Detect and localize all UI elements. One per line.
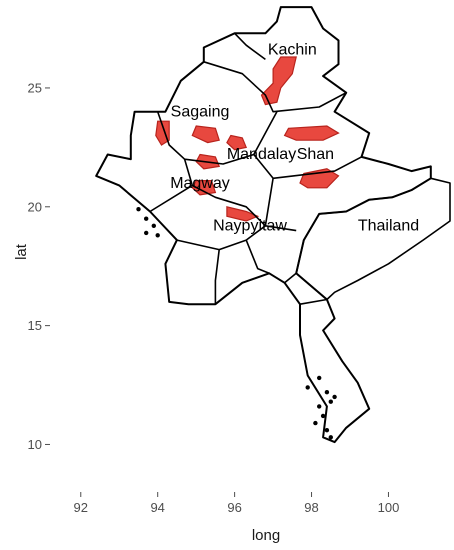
island-dot-3 [155,233,160,238]
region-labels-layer: Kachin Sagaing Mandalay Shan Magway Naypyitaw… [170,42,419,235]
island-dot-14 [317,404,322,409]
island-dot-10 [324,428,330,433]
highlighted-area-7 [283,125,340,141]
region-label-shan: Shan [297,146,334,163]
y-tick-label-25: 25 [28,80,42,95]
state-border-4 [149,184,193,213]
state-border-2 [156,111,278,165]
thailand-border [295,177,451,301]
region-label-sagaing: Sagaing [171,104,230,121]
region-label-kachin: Kachin [268,42,317,59]
region-label-magway: Magway [170,175,230,192]
highlighted-area-2 [191,125,220,144]
island-dot-12 [332,394,337,400]
x-tick-label-98: 98 [304,500,318,515]
region-label-mandalay: Mandalay [227,146,296,163]
state-borders-layer [149,32,362,305]
y-axis-title: lat [13,243,30,260]
y-tick-label-15: 15 [28,318,42,333]
x-axis-title: long [252,527,280,544]
x-tick-label-100: 100 [378,500,400,515]
island-dot-0 [136,207,141,212]
island-dot-4 [144,230,149,236]
island-dot-2 [151,223,156,228]
x-tick-label-96: 96 [227,500,241,515]
state-border-10 [284,272,297,284]
highlighted-area-6 [226,206,260,222]
region-label-thailand: Thailand [358,218,419,235]
island-dot-8 [320,413,326,419]
island-dot-1 [144,216,149,221]
state-border-1 [234,32,266,61]
state-border-11 [299,298,328,305]
island-dot-7 [328,399,333,404]
island-dot-13 [328,435,333,440]
state-border-8 [214,249,220,305]
x-tick-label-94: 94 [150,500,164,515]
island-dot-9 [313,420,318,426]
axes-layer: 92 94 96 98 100 10 15 20 25 [28,80,400,515]
region-label-naypyitaw: Naypyitaw [213,218,287,235]
y-tick-label-10: 10 [28,437,42,452]
y-tick-label-20: 20 [28,199,42,214]
highlighted-area-3 [226,134,248,151]
highlighted-area-0 [260,56,297,106]
island-dot-11 [305,385,310,390]
island-dot-5 [324,390,330,395]
state-border-9 [245,239,270,275]
highlighted-area-1 [155,120,170,146]
island-dot-6 [317,375,322,381]
state-border-6 [273,156,362,180]
x-tick-label-92: 92 [74,500,88,515]
state-border-7 [176,225,266,251]
state-border-0 [203,61,347,113]
state-border-3 [183,158,297,232]
